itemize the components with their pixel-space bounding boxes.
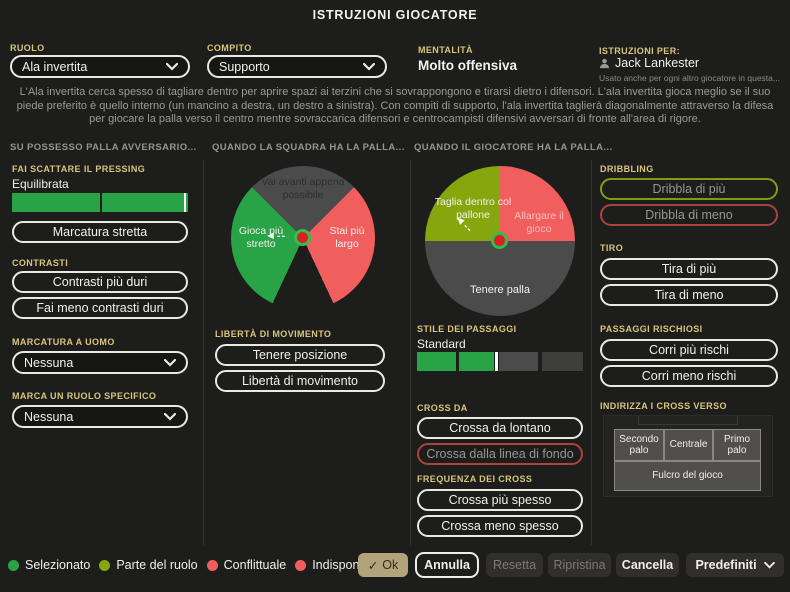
passaggi-rischiosi-label: PASSAGGI RISCHIOSI (600, 324, 703, 334)
column-divider (410, 160, 411, 545)
player-ball-pie: Taglia dentro col pallone Allargare il g… (425, 166, 575, 316)
mentalita-label: MENTALITÀ (418, 45, 473, 55)
annulla-button[interactable]: Annulla (415, 552, 479, 578)
column-divider (591, 160, 592, 545)
cross-target-panel: Secondo palo Centrale Primo palo Fulcro … (603, 415, 773, 497)
slider-marker (184, 193, 186, 212)
indirizza-cross-label: INDIRIZZA I CROSS VERSO (600, 401, 727, 411)
ruolo-dropdown[interactable]: Ala invertita (10, 55, 190, 78)
contrasti-piu-duri-button[interactable]: Contrasti più duri (12, 271, 188, 293)
ruolo-label: RUOLO (10, 43, 45, 53)
cross-target-centrale[interactable]: Centrale (664, 429, 713, 461)
tiro-label: TIRO (600, 243, 624, 253)
contrasti-label: CONTRASTI (12, 258, 69, 268)
player-note: Usato anche per ogni altro giocatore in … (599, 73, 780, 83)
pressing-slider[interactable] (12, 193, 188, 212)
chevron-down-icon (363, 62, 375, 71)
current-selection-dot (491, 232, 508, 249)
predefiniti-button[interactable]: Predefiniti (686, 553, 784, 577)
marca-ruolo-specifico-label: MARCA UN RUOLO SPECIFICO (12, 391, 157, 401)
ripristina-button: Ripristina (548, 553, 611, 577)
ok-button[interactable]: ✓ Ok (358, 553, 408, 577)
marcatura-a-uomo-dropdown[interactable]: Nessuna (12, 351, 188, 374)
chevron-down-icon (164, 412, 176, 421)
stile-passaggi-label: STILE DEI PASSAGGI (417, 324, 517, 334)
marcatura-stretta-button[interactable]: Marcatura stretta (12, 221, 188, 243)
dribbla-di-meno-button[interactable]: Dribbla di meno (600, 204, 778, 226)
marcatura-a-uomo-label: MARCATURA A UOMO (12, 337, 115, 347)
legend-parte-del-ruolo: Parte del ruolo (99, 558, 198, 572)
section-opposition-possession: SU POSSESSO PALLA AVVERSARIO... (10, 142, 197, 153)
section-player-has-ball: QUANDO IL GIOCATORE HA LA PALLA... (414, 142, 613, 153)
passing-style-slider[interactable] (417, 352, 583, 371)
cross-da-label: CROSS DA (417, 403, 468, 413)
wedge-play-narrower[interactable]: Gioca più stretto (238, 225, 284, 250)
pressing-value: Equilibrata (12, 177, 69, 191)
corri-piu-rischi-button[interactable]: Corri più rischi (600, 339, 778, 361)
player-name: Jack Lankester (615, 56, 700, 70)
mentalita-value: Molto offensiva (418, 58, 518, 73)
red-dot-icon (295, 559, 307, 571)
compito-dropdown[interactable]: Supporto (207, 55, 387, 78)
olive-dot-icon (99, 559, 111, 571)
section-team-has-ball: QUANDO LA SQUADRA HA LA PALLA... (212, 142, 405, 153)
cross-target-primo-palo[interactable]: Primo palo (713, 429, 761, 461)
chevron-down-icon (763, 561, 775, 569)
corri-meno-rischi-button[interactable]: Corri meno rischi (600, 365, 778, 387)
wedge-run-wide[interactable]: Allargare il gioco (514, 210, 564, 235)
column-divider (203, 160, 204, 545)
red-dot-icon (206, 559, 218, 571)
istruzioni-per-label: ISTRUZIONI PER: (599, 46, 681, 56)
slider-divider (100, 193, 102, 212)
liberta-movimento-label: LIBERTÀ DI MOVIMENTO (215, 329, 332, 339)
resetta-button: Resetta (486, 553, 543, 577)
wedge-stay-wider[interactable]: Stai più largo (329, 225, 365, 250)
current-selection-dot (294, 229, 311, 246)
team-movement-pie: Vai avanti appena possibile Gioca più st… (231, 166, 375, 310)
crossa-linea-fondo-button[interactable]: Crossa dalla linea di fondo (417, 443, 583, 465)
arrow-left-icon: ◄-- (265, 230, 287, 242)
player-identity[interactable]: Jack Lankester (599, 56, 699, 70)
stile-passaggi-value: Standard (417, 337, 466, 351)
crossa-da-lontano-button[interactable]: Crossa da lontano (417, 417, 583, 439)
tira-di-meno-button[interactable]: Tira di meno (600, 284, 778, 306)
ruolo-dropdown-value: Ala invertita (22, 59, 88, 74)
check-icon: ✓ (367, 558, 379, 573)
crossa-meno-spesso-button[interactable]: Crossa meno spesso (417, 515, 583, 537)
chevron-down-icon (166, 62, 178, 71)
cross-target-fulcro[interactable]: Fulcro del gioco (614, 461, 761, 491)
chevron-down-icon (164, 358, 176, 367)
marca-ruolo-specifico-dropdown[interactable]: Nessuna (12, 405, 188, 428)
frequenza-cross-label: FREQUENZA DEI CROSS (417, 474, 533, 484)
wedge-get-forward[interactable]: Vai avanti appena possibile (261, 176, 345, 201)
tenere-posizione-button[interactable]: Tenere posizione (215, 344, 385, 366)
status-legend: Selezionato Parte del ruolo Conflittuale… (8, 552, 382, 578)
legend-conflittuale: Conflittuale (206, 558, 286, 572)
role-description: L'Ala invertita cerca spesso di tagliare… (16, 86, 774, 126)
slider-marker (495, 352, 498, 371)
page-title: ISTRUZIONI GIOCATORE (312, 8, 478, 22)
wedge-cut-inside[interactable]: Taglia dentro col pallone (434, 196, 512, 221)
cross-target-secondo-palo[interactable]: Secondo palo (614, 429, 664, 461)
dribbla-di-piu-button[interactable]: Dribbla di più (600, 178, 778, 200)
person-icon (599, 58, 610, 68)
legend-selezionato: Selezionato (8, 558, 90, 572)
liberta-movimento-button[interactable]: Libertà di movimento (215, 370, 385, 392)
fai-meno-contrasti-button[interactable]: Fai meno contrasti duri (12, 297, 188, 319)
crossa-piu-spesso-button[interactable]: Crossa più spesso (417, 489, 583, 511)
compito-label: COMPITO (207, 43, 252, 53)
wedge-hold-ball[interactable]: Tenere palla (470, 284, 530, 296)
dribbling-label: DRIBBLING (600, 164, 654, 174)
pressing-label: FAI SCATTARE IL PRESSING (12, 164, 146, 174)
compito-dropdown-value: Supporto (219, 59, 270, 74)
cancella-button[interactable]: Cancella (616, 553, 679, 577)
green-dot-icon (8, 559, 19, 571)
tira-di-piu-button[interactable]: Tira di più (600, 258, 778, 280)
